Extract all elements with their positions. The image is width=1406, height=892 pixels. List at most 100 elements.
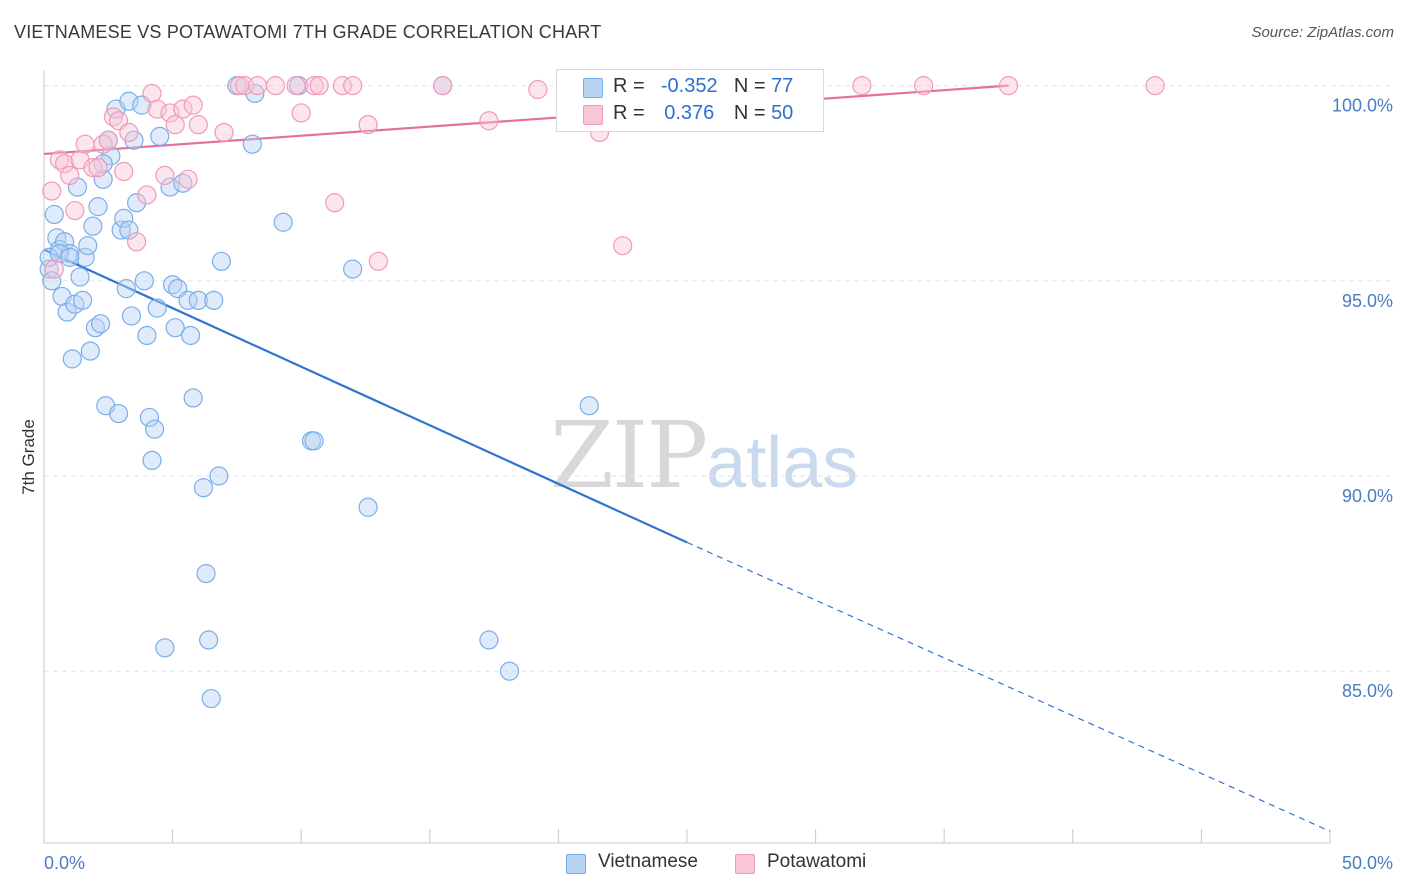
point-vietnamese xyxy=(90,314,111,334)
point-potawatomi xyxy=(214,122,234,143)
point-potawatomi xyxy=(155,165,175,186)
point-vietnamese xyxy=(144,419,165,439)
point-potawatomi xyxy=(83,158,103,178)
trend-line-vietnamese-extension xyxy=(686,541,1331,832)
x-tick-label: 0.0% xyxy=(44,853,85,873)
point-potawatomi xyxy=(142,83,162,104)
point-vietnamese xyxy=(209,466,229,486)
point-vietnamese xyxy=(343,259,363,279)
point-vietnamese xyxy=(199,630,219,650)
series-legend: Vietnamese Potawatomi xyxy=(0,851,1406,877)
point-vietnamese xyxy=(88,197,108,217)
series-swatch-potawatomi xyxy=(735,854,755,874)
series-swatch-vietnamese xyxy=(566,854,586,874)
point-vietnamese xyxy=(188,290,208,310)
point-vietnamese xyxy=(78,236,98,256)
point-vietnamese xyxy=(75,247,95,267)
point-vietnamese xyxy=(114,208,134,228)
point-potawatomi xyxy=(1145,76,1165,96)
point-vietnamese xyxy=(57,302,77,322)
point-vietnamese xyxy=(72,290,93,310)
legend-swatch-vietnamese xyxy=(583,78,603,98)
legend-swatch-potawatomi xyxy=(583,105,603,125)
point-vietnamese xyxy=(116,279,136,299)
point-vietnamese xyxy=(242,134,262,154)
point-potawatomi xyxy=(304,76,324,96)
point-potawatomi xyxy=(247,76,268,96)
point-vietnamese xyxy=(358,497,378,517)
legend-n-label: N = xyxy=(733,102,766,124)
point-vietnamese xyxy=(67,177,88,197)
point-potawatomi xyxy=(54,154,75,174)
gridlines xyxy=(44,85,1392,672)
series-label-vietnamese: Vietnamese xyxy=(598,851,698,872)
point-vietnamese xyxy=(134,271,154,291)
data-points xyxy=(39,76,1165,709)
point-potawatomi xyxy=(183,95,203,115)
point-vietnamese xyxy=(196,564,216,584)
point-potawatomi xyxy=(88,158,108,178)
trend-line-vietnamese xyxy=(43,248,688,544)
point-potawatomi xyxy=(165,115,185,135)
point-vietnamese xyxy=(165,318,185,338)
series-legend-potawatomi[interactable]: Potawatomi xyxy=(735,851,867,874)
point-vietnamese xyxy=(201,688,221,709)
point-vietnamese xyxy=(101,146,121,166)
x-tick-label: 50.0% xyxy=(1342,853,1393,873)
point-potawatomi xyxy=(368,251,388,271)
point-vietnamese xyxy=(479,630,499,650)
legend-r-label: R = xyxy=(613,75,645,97)
trend-line-potawatomi xyxy=(43,84,1009,156)
point-vietnamese xyxy=(137,325,157,346)
point-vietnamese xyxy=(44,204,64,225)
point-vietnamese xyxy=(139,407,160,428)
legend-n-value-vietnamese: 77 xyxy=(771,75,794,97)
point-potawatomi xyxy=(291,103,311,123)
point-potawatomi xyxy=(358,115,378,135)
point-vietnamese xyxy=(83,216,103,236)
chart-title: VIETNAMESE VS POTAWATOMI 7TH GRADE CORRE… xyxy=(14,22,602,42)
point-potawatomi xyxy=(286,76,306,96)
point-vietnamese xyxy=(193,478,214,498)
point-vietnamese xyxy=(155,638,175,658)
point-potawatomi xyxy=(98,130,118,150)
point-vietnamese xyxy=(181,325,201,346)
legend-n-label: N = xyxy=(733,75,766,97)
point-vietnamese xyxy=(108,403,129,424)
y-axis-title: 7th Grade xyxy=(19,419,38,495)
point-vietnamese xyxy=(119,220,139,240)
point-vietnamese xyxy=(245,83,265,104)
point-potawatomi xyxy=(343,76,363,96)
point-potawatomi xyxy=(44,259,64,279)
legend-r-value-potawatomi: 0.376 xyxy=(664,102,715,124)
point-vietnamese xyxy=(126,193,147,213)
point-potawatomi xyxy=(178,169,198,189)
point-vietnamese xyxy=(70,267,90,287)
axes xyxy=(43,70,1331,844)
point-potawatomi xyxy=(332,76,352,96)
point-potawatomi xyxy=(325,193,345,213)
point-vietnamese xyxy=(111,220,131,240)
point-potawatomi xyxy=(265,76,286,96)
point-vietnamese xyxy=(579,396,599,416)
legend-n-value-potawatomi: 50 xyxy=(771,102,794,124)
point-vietnamese xyxy=(80,341,100,361)
point-potawatomi xyxy=(173,99,193,119)
point-vietnamese xyxy=(42,271,62,291)
series-label-potawatomi: Potawatomi xyxy=(767,851,867,872)
point-potawatomi xyxy=(60,165,80,186)
legend-r-label: R = xyxy=(613,102,645,124)
y-tick-label: 85.0% xyxy=(1342,681,1393,701)
point-vietnamese xyxy=(62,349,82,369)
series-legend-vietnamese[interactable]: Vietnamese xyxy=(566,851,698,874)
point-vietnamese xyxy=(499,661,520,681)
point-vietnamese xyxy=(49,243,70,264)
point-vietnamese xyxy=(150,126,170,146)
point-potawatomi xyxy=(75,134,95,154)
point-potawatomi xyxy=(852,76,872,96)
point-potawatomi xyxy=(433,76,453,96)
point-potawatomi xyxy=(160,103,180,123)
axis-labels: 85.0% 90.0% 95.0% 100.0% 0.0% 50.0% 7th Grade xyxy=(19,96,1393,873)
point-vietnamese xyxy=(204,290,224,310)
point-potawatomi xyxy=(114,161,134,182)
